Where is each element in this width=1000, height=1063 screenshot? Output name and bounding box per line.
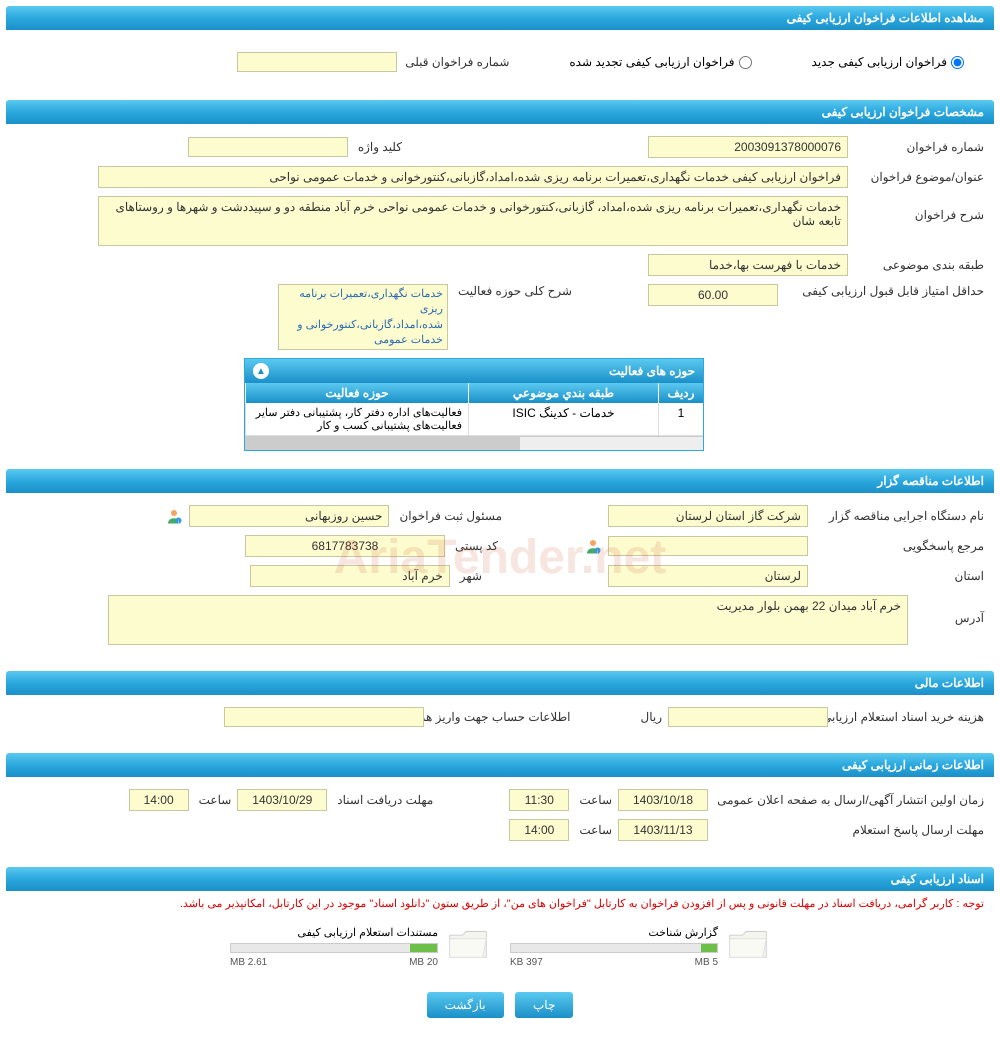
radio-new-label: فراخوان ارزیابی کیفی جدید — [812, 55, 947, 69]
prev-num-label: شماره فراخوان قبلی — [401, 55, 509, 69]
person-icon: i — [165, 507, 183, 525]
radio-new[interactable]: فراخوان ارزیابی کیفی جدید — [812, 55, 964, 69]
table-row: 1 خدمات - کدینگ ISIC فعالیت‌های اداره دف… — [245, 403, 703, 436]
cat-label: طبقه بندی موضوعی — [854, 258, 984, 272]
deadline-date: 1403/10/29 — [237, 789, 327, 811]
pub-time: 11:30 — [509, 789, 569, 811]
section-header-view: مشاهده اطلاعات فراخوان ارزیابی کیفی — [6, 6, 994, 30]
reg-field: حسین روزبهانی — [189, 505, 389, 527]
cell-act: فعالیت‌های اداره دفتر کار، پشتیبانی دفتر… — [245, 403, 468, 435]
radio-renew-input[interactable] — [739, 56, 752, 69]
prev-num-field — [237, 52, 397, 72]
section-header-org: اطلاعات مناقصه گزار — [6, 469, 994, 493]
resp-field — [608, 536, 808, 556]
section-header-spec: مشخصات فراخوان ارزیابی کیفی — [6, 100, 994, 124]
province-label: استان — [814, 569, 984, 583]
radio-new-input[interactable] — [951, 56, 964, 69]
respd-date: 1403/11/13 — [618, 819, 708, 841]
num-label: شماره فراخوان — [854, 140, 984, 154]
cost-label: هزینه خرید اسناد استعلام ارزیابی کیفی — [834, 710, 984, 724]
acct-label: اطلاعات حساب جهت واریز هزینه خرید اسناد — [430, 710, 570, 724]
hour-label: ساعت — [575, 823, 612, 837]
print-button[interactable]: چاپ — [515, 992, 573, 1018]
file1-progress — [510, 943, 718, 953]
cat-field: خدمات با فهرست بها،خدما — [648, 254, 848, 276]
hour-label: ساعت — [195, 793, 232, 807]
person-icon: i — [584, 537, 602, 555]
cost-unit: ریال — [636, 710, 662, 724]
respd-label: مهلت ارسال پاسخ استعلام — [714, 823, 984, 837]
city-field: خرم آباد — [250, 565, 450, 587]
minscore-label: حداقل امتیاز قابل قبول ارزیابی کیفی — [784, 284, 984, 298]
file-box-1: گزارش شناخت 5 MB 397 KB — [510, 926, 770, 968]
orgname-field: شرکت گاز استان لرستان — [608, 505, 808, 527]
province-field: لرستان — [608, 565, 808, 587]
radio-renew[interactable]: فراخوان ارزیابی کیفی تجدید شده — [569, 55, 751, 69]
deadline-time: 14:00 — [129, 789, 189, 811]
section-header-time: اطلاعات زمانی ارزیابی کیفی — [6, 753, 994, 777]
cell-idx: 1 — [658, 403, 703, 435]
file2-max: 20 MB — [409, 957, 438, 968]
file1-size: 397 KB — [510, 957, 543, 968]
pub-date: 1403/10/18 — [618, 789, 708, 811]
keyword-field — [188, 137, 348, 157]
grid-scrollbar[interactable] — [245, 436, 703, 450]
folder-icon — [726, 926, 770, 962]
warning-text: توجه : کاربر گرامی، دریافت اسناد در مهلت… — [6, 891, 994, 916]
cell-cat: خدمات - کدینگ ISIC — [468, 403, 658, 435]
cost-field — [668, 707, 828, 727]
col-cat: طبقه بندي موضوعي — [468, 383, 658, 403]
desc-label: شرح فراخوان — [854, 196, 984, 222]
activity-grid: حوزه های فعالیت ▲ ردیف طبقه بندي موضوعي … — [244, 358, 704, 451]
orgname-label: نام دستگاه اجرایی مناقصه گزار — [814, 509, 984, 523]
col-act: حوزه فعاليت — [245, 383, 468, 403]
folder-icon — [446, 926, 490, 962]
minscore-field: 60.00 — [648, 284, 778, 306]
file2-name: مستندات استعلام ارزیابی کیفی — [230, 926, 438, 939]
hour-label: ساعت — [575, 793, 612, 807]
file-box-2: مستندات استعلام ارزیابی کیفی 20 MB 2.61 … — [230, 926, 490, 968]
num-field: 2003091378000076 — [648, 136, 848, 158]
postal-label: کد پستی — [451, 539, 498, 553]
section-header-fin: اطلاعات مالی — [6, 671, 994, 695]
file1-name: گزارش شناخت — [510, 926, 718, 939]
desc-field — [98, 196, 848, 246]
grid-title: حوزه های فعالیت — [609, 364, 695, 378]
pub-label: زمان اولین انتشار آگهی/ارسال به صفحه اعل… — [714, 793, 984, 807]
respd-time: 14:00 — [509, 819, 569, 841]
addr-field — [108, 595, 908, 645]
file1-max: 5 MB — [695, 957, 718, 968]
svg-text:i: i — [597, 549, 598, 554]
postal-field: 6817783738 — [245, 535, 445, 557]
deadline-label: مهلت دریافت اسناد — [333, 793, 433, 807]
scope-listbox[interactable]: خدمات نگهداری،تعمیرات برنامه ریزی شده،ام… — [278, 284, 448, 350]
radio-renew-label: فراخوان ارزیابی کیفی تجدید شده — [569, 55, 734, 69]
title-field: فراخوان ارزیابی کیفی خدمات نگهداری،تعمیر… — [98, 166, 848, 188]
back-button[interactable]: بازگشت — [427, 992, 504, 1018]
collapse-icon[interactable]: ▲ — [253, 363, 269, 379]
section-header-docs: اسناد ارزیابی کیفی — [6, 867, 994, 891]
title-label: عنوان/موضوع فراخوان — [854, 170, 984, 184]
col-idx: ردیف — [658, 383, 703, 403]
file2-progress — [230, 943, 438, 953]
addr-label: آدرس — [914, 595, 984, 625]
scope-label: شرح کلی حوزه فعالیت — [454, 284, 572, 298]
svg-text:i: i — [178, 519, 179, 524]
reg-label: مسئول ثبت فراخوان — [395, 509, 502, 523]
city-label: شهر — [456, 569, 482, 583]
file2-size: 2.61 MB — [230, 957, 267, 968]
acct-field — [224, 707, 424, 727]
keyword-label: کلید واژه — [354, 140, 402, 154]
resp-label: مرجع پاسخگویی — [814, 539, 984, 553]
